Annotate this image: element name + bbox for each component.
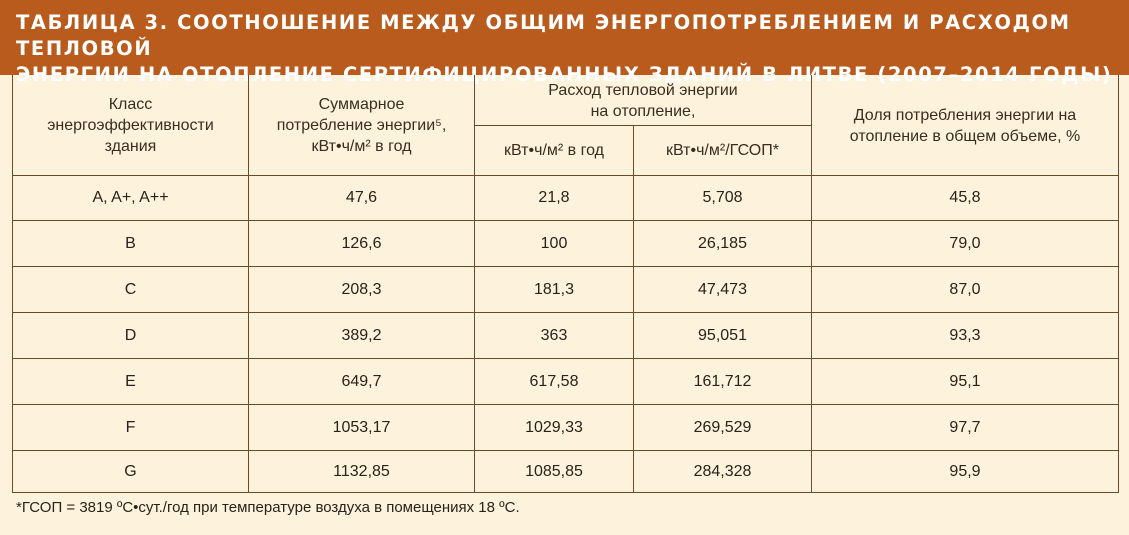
cell-heat-gsop: 161,712: [693, 372, 752, 390]
cell-class: F: [125, 418, 136, 436]
row-rule: [12, 312, 1118, 313]
cell-total: 1132,85: [333, 462, 390, 480]
table-title: Таблица 3. Соотношение между общим энерг…: [16, 10, 1116, 88]
column-rule: [633, 125, 634, 493]
cell-heat-year: 617,58: [529, 372, 579, 390]
header-heat-per-year: кВт•ч/м² в год: [475, 126, 633, 175]
cell-share: 45,8: [949, 189, 981, 206]
cell-heat-year: 21,8: [538, 189, 570, 206]
cell-total: 389,2: [341, 326, 382, 344]
table-bottom-rule: [12, 492, 1118, 493]
header-class-line-1: Класс: [108, 96, 153, 113]
table-title-bar: Таблица 3. Соотношение между общим энерг…: [0, 0, 1129, 86]
table-title-line-2: энергии на отопление сертифицированных з…: [16, 63, 1113, 86]
column-rule: [811, 75, 812, 493]
cell-heat-year: 363: [540, 326, 568, 344]
cell-share: 93,3: [949, 326, 981, 344]
header-share-line-2: отопление в общем объеме, %: [849, 127, 1081, 145]
cell-total: 649,7: [341, 372, 382, 390]
column-rule: [1118, 75, 1119, 493]
cell-class: A, A+, A++: [92, 189, 169, 206]
header-heat-per-gsop-label: кВт•ч/м²/ГСОП*: [666, 142, 779, 159]
cell-share: 95,1: [949, 372, 981, 390]
row-rule: [12, 450, 1118, 451]
column-rule: [248, 75, 249, 493]
cell-heat-gsop: 26,185: [698, 234, 747, 252]
header-class-line-2: энергоэффективности: [47, 117, 214, 134]
header-bottom-rule: [12, 175, 1118, 176]
header-heat-per-year-label: кВт•ч/м² в год: [504, 142, 604, 159]
header-total-line-1: Суммарное: [318, 96, 405, 113]
cell-class: B: [125, 234, 136, 252]
cell-heat-gsop: 95,051: [698, 326, 747, 344]
cell-class: E: [125, 372, 136, 390]
header-share-line-1: Доля потребления энергии на: [853, 106, 1077, 124]
cell-share: 79,0: [949, 234, 981, 252]
header-total-line-2: потребление энергии⁵,: [276, 117, 447, 134]
header-total-consumption: Суммарное потребление энергии⁵, кВт•ч/м²…: [249, 76, 474, 175]
row-rule: [12, 266, 1118, 267]
cell-heat-gsop: 5,708: [702, 189, 743, 206]
header-class-line-3: здания: [104, 138, 157, 155]
cell-heat-year: 181,3: [533, 280, 575, 298]
header-heating-share: Доля потребления энергии на отопление в …: [812, 76, 1118, 175]
cell-heat-gsop: 284,328: [693, 462, 752, 480]
table-footnote: *ГСОП = 3819 ºC•сут./год при температуре…: [16, 499, 520, 516]
cell-class: C: [124, 280, 137, 298]
column-rule: [474, 75, 475, 493]
cell-heat-year: 100: [540, 234, 568, 252]
cell-heat-gsop: 269,529: [693, 418, 752, 436]
header-heat-line-2: на отопление,: [590, 102, 696, 120]
cell-total: 208,3: [341, 280, 382, 298]
header-heat-per-gsop: кВт•ч/м²/ГСОП*: [634, 126, 811, 175]
row-rule: [12, 358, 1118, 359]
header-total-line-3: кВт•ч/м² в год: [311, 138, 412, 155]
header-heat-group: Расход тепловой энергии на отопление,: [475, 76, 811, 125]
cell-heat-year: 1029,33: [525, 418, 583, 436]
header-heat-line-1: Расход тепловой энергии: [548, 81, 738, 99]
column-rule: [12, 75, 13, 493]
header-class: Класс энергоэффективности здания: [13, 76, 248, 175]
row-rule: [12, 220, 1118, 221]
table-title-line-1: Таблица 3. Соотношение между общим энерг…: [16, 11, 1071, 60]
cell-heat-year: 1085,85: [525, 462, 583, 480]
cell-total: 126,6: [341, 234, 382, 252]
cell-total: 47,6: [345, 189, 378, 206]
row-rule: [12, 404, 1118, 405]
cell-heat-gsop: 47,473: [698, 280, 747, 298]
heat-group-rule: [474, 125, 811, 126]
cell-share: 87,0: [949, 280, 981, 298]
cell-class: G: [124, 462, 137, 480]
cell-total: 1053,17: [332, 418, 391, 436]
cell-class: D: [124, 326, 137, 344]
cell-share: 95,9: [949, 462, 981, 480]
cell-share: 97,7: [949, 418, 981, 436]
